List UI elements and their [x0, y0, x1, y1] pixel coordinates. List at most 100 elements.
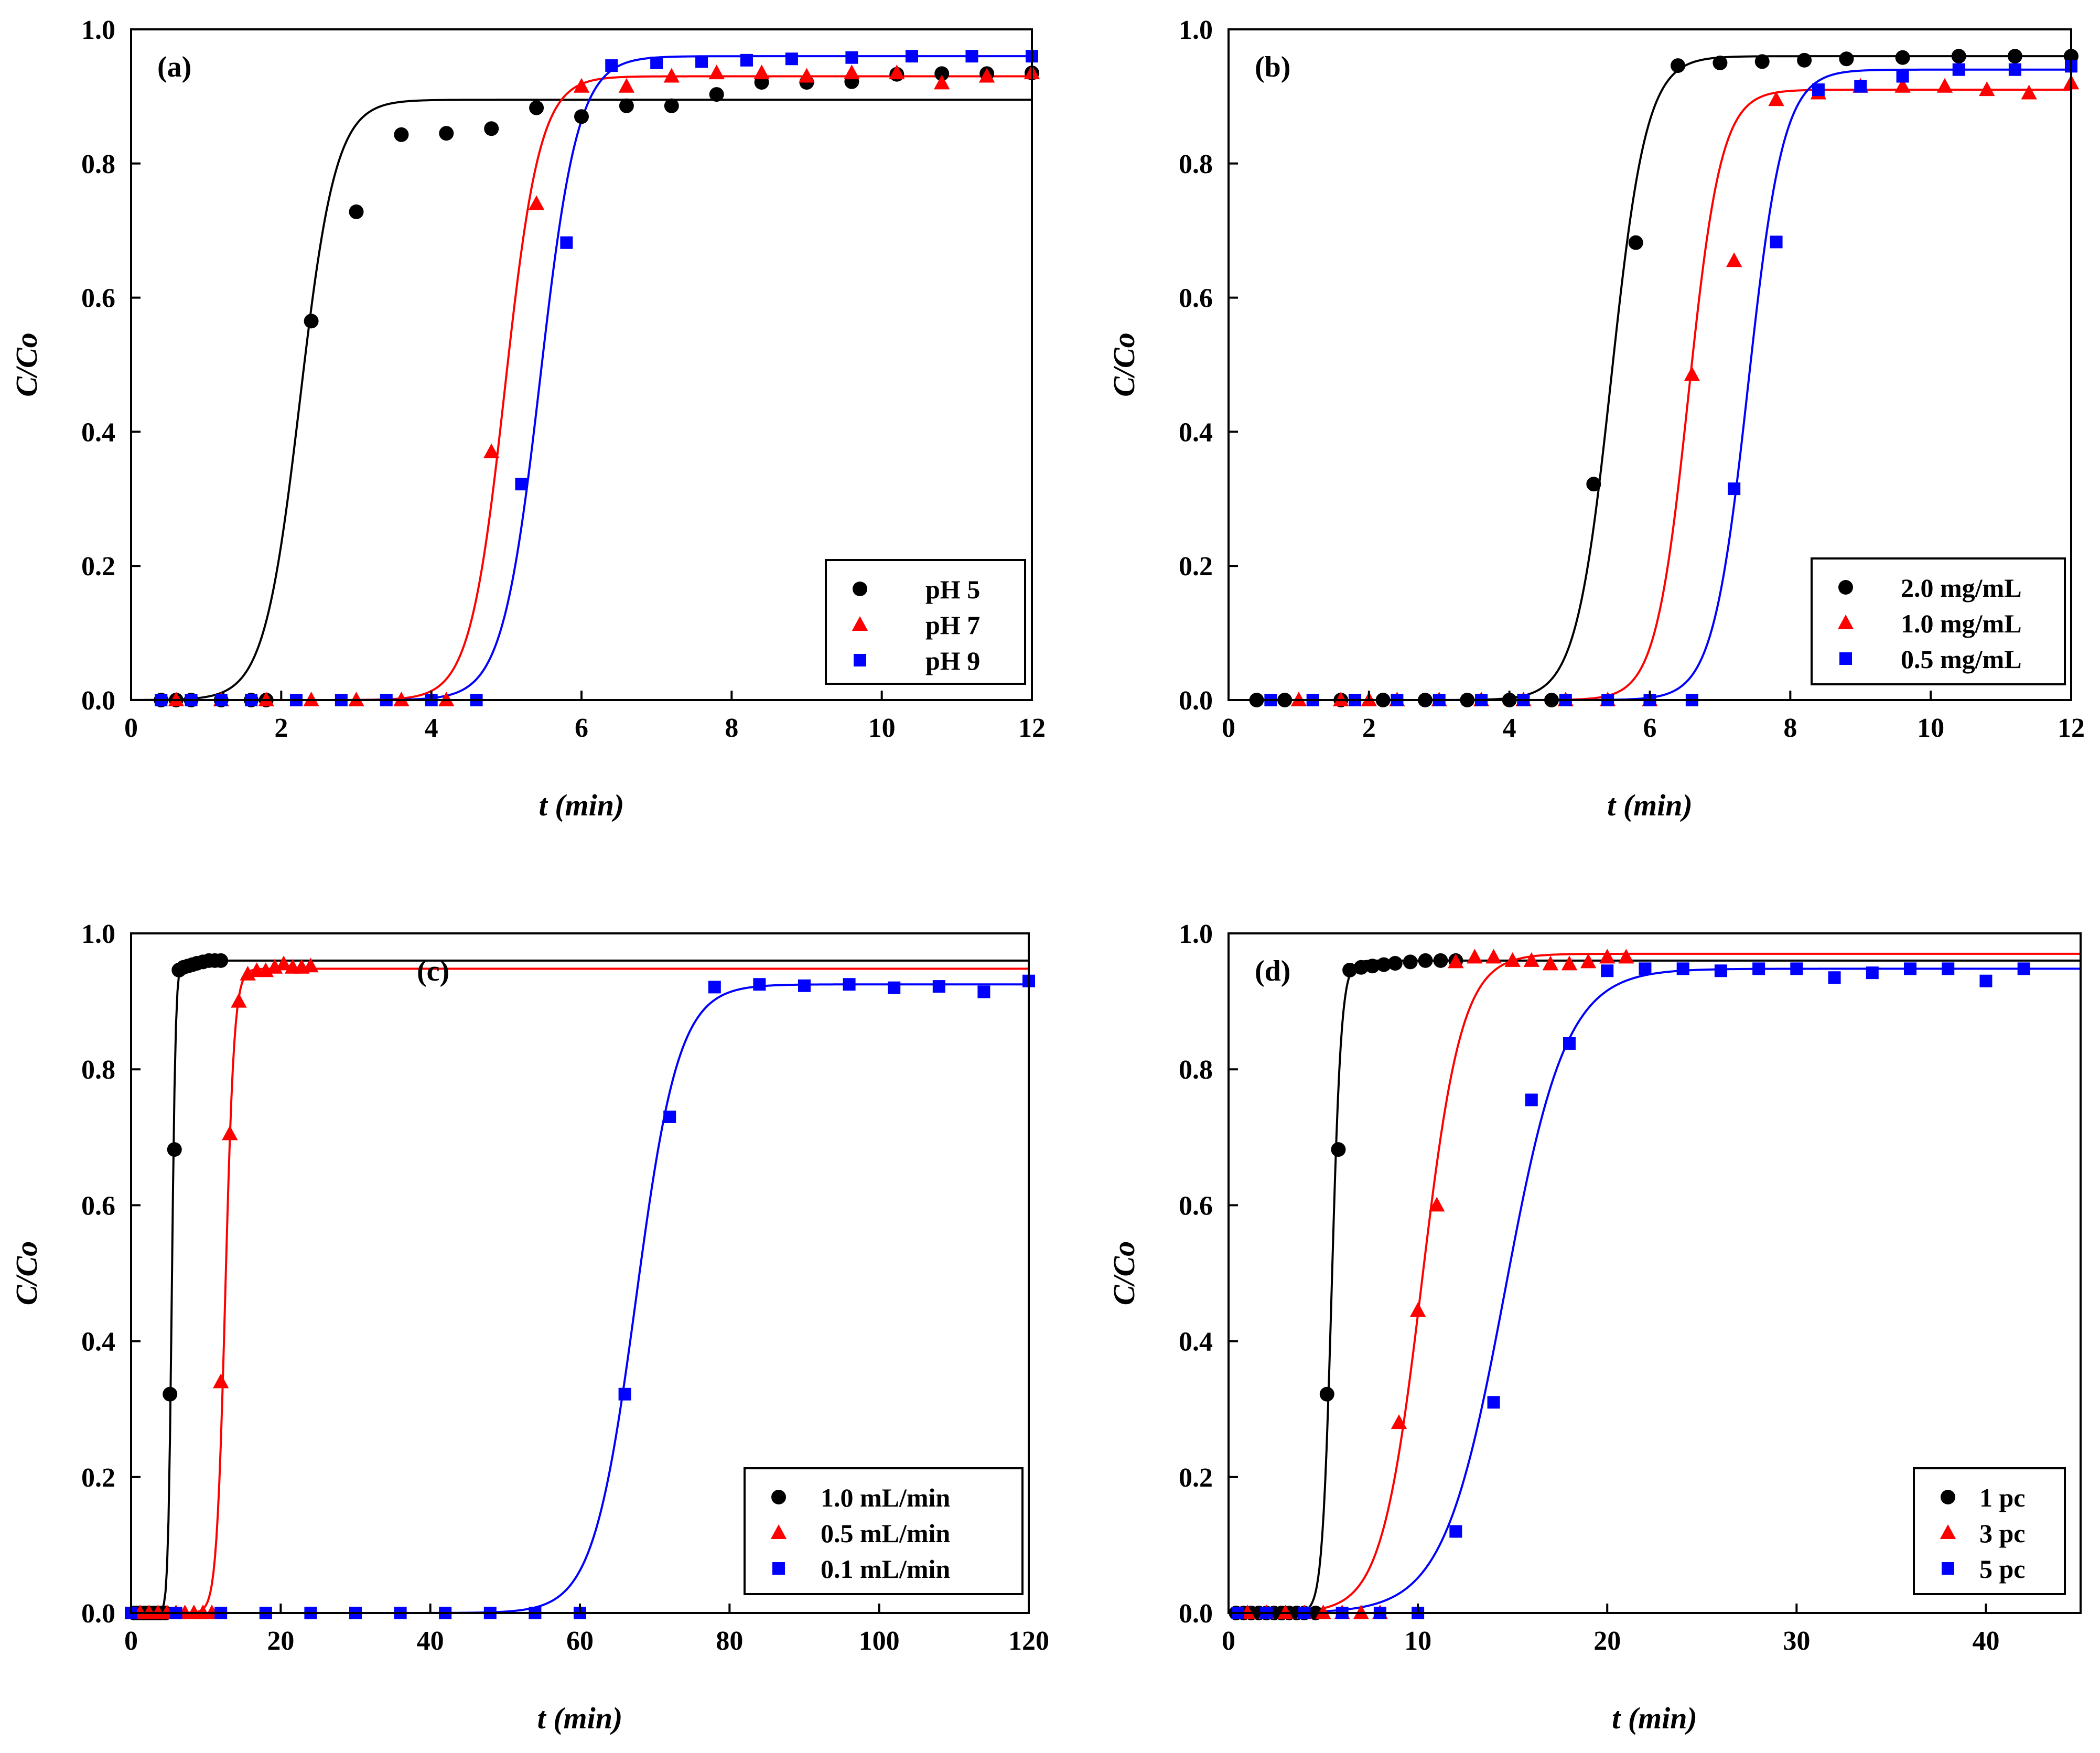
- x-tick-label: 6: [1643, 713, 1657, 743]
- fit-curve-1: [1229, 89, 2071, 700]
- data-point: [753, 978, 766, 991]
- data-point: [753, 64, 770, 80]
- data-point: [605, 59, 618, 72]
- data-point: [1726, 252, 1742, 267]
- data-point: [1485, 949, 1502, 964]
- chart-panel-0: 0 2 4 6 8 10 12 0.0 0.2 0.4 0.6 0.8 1.0 t (min) C/Co (a…: [9, 15, 1046, 822]
- x-tick-label: 12: [2058, 713, 2085, 743]
- fit-curve-0: [1229, 55, 2071, 700]
- data-point: [1812, 83, 1825, 96]
- legend-marker: [1940, 1524, 1956, 1539]
- data-point: [1409, 1302, 1426, 1317]
- data-point: [888, 981, 901, 994]
- data-point: [439, 126, 454, 141]
- legend-box: [1811, 557, 2066, 685]
- data-point: [1561, 955, 1578, 971]
- series-0: [1229, 953, 1463, 1620]
- x-axis-label: t (min): [1612, 1701, 1697, 1735]
- data-point: [303, 958, 319, 973]
- panel-label: (d): [1255, 955, 1290, 987]
- data-point: [1542, 955, 1559, 971]
- data-point: [1866, 966, 1879, 980]
- data-point: [528, 195, 545, 210]
- legend: pH 5 pH 7 pH 9: [825, 559, 1026, 685]
- data-point: [1797, 52, 1812, 68]
- data-point: [843, 978, 856, 991]
- x-tick-label: 40: [417, 1626, 444, 1656]
- data-point: [574, 109, 589, 124]
- data-point: [349, 204, 364, 219]
- data-point: [1525, 1093, 1538, 1106]
- data-point: [1601, 964, 1614, 977]
- data-point: [573, 78, 590, 93]
- data-point: [1628, 235, 1643, 250]
- data-point: [1854, 80, 1867, 93]
- data-point: [1467, 949, 1483, 964]
- y-tick-label: 0.6: [1179, 284, 1213, 314]
- y-tick-label: 1.0: [1179, 919, 1213, 949]
- y-tick-label: 0.8: [1179, 1055, 1213, 1085]
- x-tick-label: 10: [1917, 713, 1944, 743]
- data-point: [1319, 1386, 1334, 1402]
- data-point: [1487, 1396, 1500, 1409]
- data-point: [1342, 962, 1358, 977]
- x-tick-label: 0: [1222, 1626, 1235, 1656]
- y-tick-label: 0.4: [1179, 1327, 1213, 1357]
- data-point: [2008, 63, 2021, 76]
- data-point: [1936, 78, 1953, 93]
- panel-label: (c): [417, 955, 449, 987]
- y-tick-label: 0.0: [81, 686, 115, 716]
- y-tick-label: 0.2: [81, 552, 115, 582]
- panel-label: (b): [1255, 51, 1290, 83]
- data-point: [1418, 953, 1433, 968]
- legend-marker: [1839, 652, 1852, 665]
- x-tick-label: 4: [425, 713, 438, 743]
- data-point: [663, 68, 680, 83]
- data-point: [1448, 953, 1464, 969]
- fit-curve-1: [1229, 952, 2081, 1613]
- legend-marker: [1838, 580, 1853, 595]
- data-point: [1676, 962, 1689, 975]
- data-point: [1504, 952, 1521, 967]
- series-0: [126, 953, 229, 1620]
- y-tick-label: 0.0: [81, 1599, 115, 1629]
- data-point: [1942, 962, 1955, 975]
- y-tick-label: 1.0: [1179, 15, 1213, 45]
- data-point: [1586, 477, 1601, 492]
- data-point: [934, 74, 950, 90]
- data-point: [1599, 949, 1616, 964]
- data-point: [1713, 55, 1728, 70]
- x-tick-label: 60: [566, 1626, 594, 1656]
- y-tick-label: 0.8: [81, 149, 115, 179]
- data-point: [213, 1373, 229, 1389]
- legend-label: 1.0 mL/min: [821, 1483, 950, 1512]
- data-point: [1754, 54, 1770, 69]
- legend-label: 1 pc: [1979, 1483, 2026, 1512]
- data-point: [650, 56, 663, 69]
- data-point: [785, 52, 798, 66]
- x-tick-label: 2: [1362, 713, 1376, 743]
- data-point: [844, 64, 860, 80]
- y-tick-label: 0.2: [1179, 1463, 1213, 1493]
- y-tick-label: 1.0: [81, 919, 115, 949]
- data-point: [275, 955, 292, 971]
- data-point: [1331, 1142, 1346, 1157]
- x-tick-label: 6: [575, 713, 588, 743]
- data-point: [560, 236, 573, 249]
- data-point: [618, 1388, 631, 1401]
- data-point: [1770, 235, 1783, 249]
- legend-marker: [1942, 1562, 1954, 1575]
- chart-panel-2: 0 20 40 60 80 100 120 0.0 0.2 0.4 0.6 0.8 1.0 t (min)…: [9, 919, 1049, 1735]
- x-tick-label: 10: [868, 713, 896, 743]
- series-2: [1232, 962, 2030, 1619]
- data-point: [709, 87, 724, 102]
- data-point: [1580, 953, 1597, 969]
- x-axis-label: t (min): [537, 1701, 623, 1735]
- data-point: [2007, 49, 2022, 64]
- legend-label: 0.5 mg/mL: [1901, 644, 2022, 674]
- legend-label: 0.5 mL/min: [821, 1519, 950, 1548]
- x-tick-label: 40: [1972, 1626, 1999, 1656]
- data-point: [1728, 482, 1741, 496]
- data-point: [1387, 956, 1403, 971]
- legend-box: [1913, 1467, 2066, 1595]
